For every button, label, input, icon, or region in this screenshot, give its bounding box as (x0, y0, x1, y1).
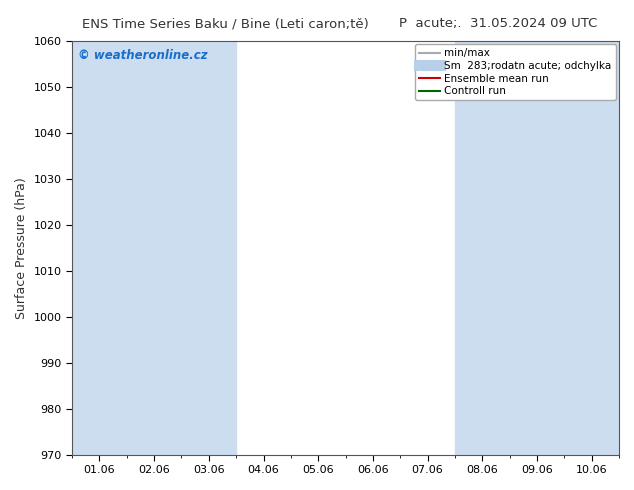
Y-axis label: Surface Pressure (hPa): Surface Pressure (hPa) (15, 177, 28, 318)
Bar (455, 41, 510, 455)
Text: © weatheronline.cz: © weatheronline.cz (77, 49, 207, 62)
Legend: min/max, Sm  283;rodatn acute; odchylka, Ensemble mean run, Controll run: min/max, Sm 283;rodatn acute; odchylka, … (415, 44, 616, 100)
Bar (127, 41, 181, 455)
Text: P  acute;.  31.05.2024 09 UTC: P acute;. 31.05.2024 09 UTC (399, 17, 598, 30)
Bar (72, 41, 127, 455)
Bar (564, 41, 619, 455)
Bar (510, 41, 564, 455)
Text: ENS Time Series Baku / Bine (Leti caron;tě): ENS Time Series Baku / Bine (Leti caron;… (82, 17, 369, 30)
Bar (181, 41, 236, 455)
